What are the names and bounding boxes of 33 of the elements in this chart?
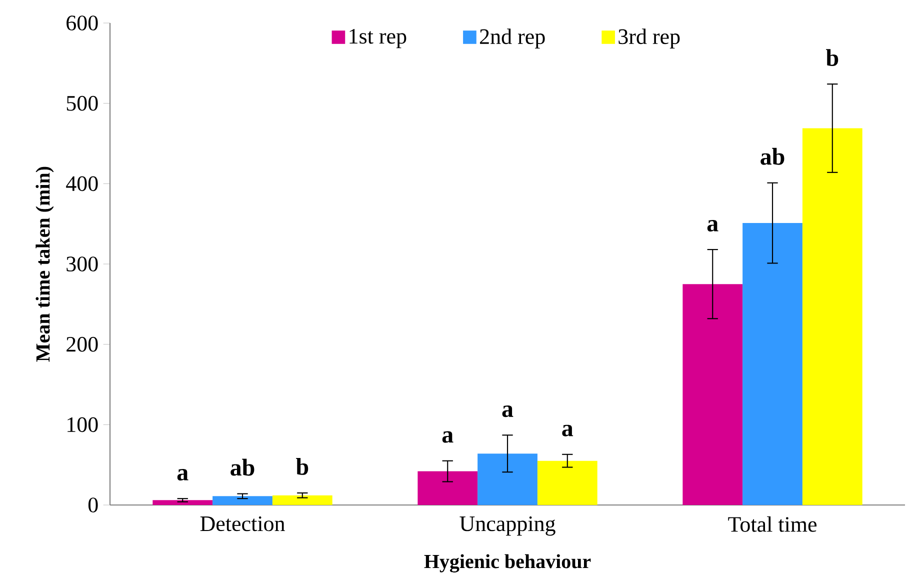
bar	[682, 284, 743, 505]
bar	[742, 223, 802, 505]
x-tick-label: Uncapping	[460, 516, 556, 536]
legend-label: 1st rep	[350, 28, 406, 48]
legend-label: 2nd rep	[480, 28, 545, 49]
legend-label: 3rd rep	[618, 28, 680, 49]
data-label: a	[177, 469, 188, 481]
y-tick-label: 600	[66, 16, 98, 30]
y-tick-label: 0	[88, 498, 98, 512]
y-tick-label: 300	[66, 256, 98, 272]
bar	[478, 454, 538, 505]
y-axis-title: Mean time taken (min)	[36, 166, 54, 362]
y-tick-label: 100	[68, 417, 98, 432]
data-label: ab	[230, 458, 254, 476]
bar	[152, 500, 213, 505]
bar	[212, 496, 272, 505]
bar	[418, 471, 478, 505]
data-label: a	[502, 406, 514, 418]
data-label: b	[296, 458, 308, 475]
x-axis-title: Hygienic behaviour	[424, 554, 591, 572]
data-label: a	[442, 431, 454, 443]
data-label: a	[562, 424, 574, 436]
data-label: ab	[760, 148, 784, 165]
bar	[802, 128, 862, 505]
data-label: a	[707, 220, 718, 232]
y-tick-label: 400	[66, 176, 98, 192]
x-tick-label: Total time	[728, 516, 816, 532]
data-label: b	[826, 49, 838, 66]
x-tick-label: Detection	[200, 516, 285, 532]
bar	[272, 495, 332, 505]
y-tick-label: 200	[66, 336, 98, 352]
y-tick-label: 500	[66, 96, 98, 111]
bar	[537, 460, 598, 505]
